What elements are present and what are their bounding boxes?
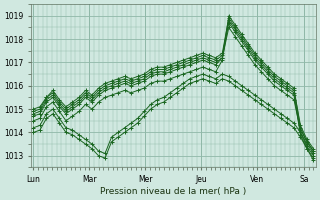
X-axis label: Pression niveau de la mer( hPa ): Pression niveau de la mer( hPa ): [100, 187, 247, 196]
